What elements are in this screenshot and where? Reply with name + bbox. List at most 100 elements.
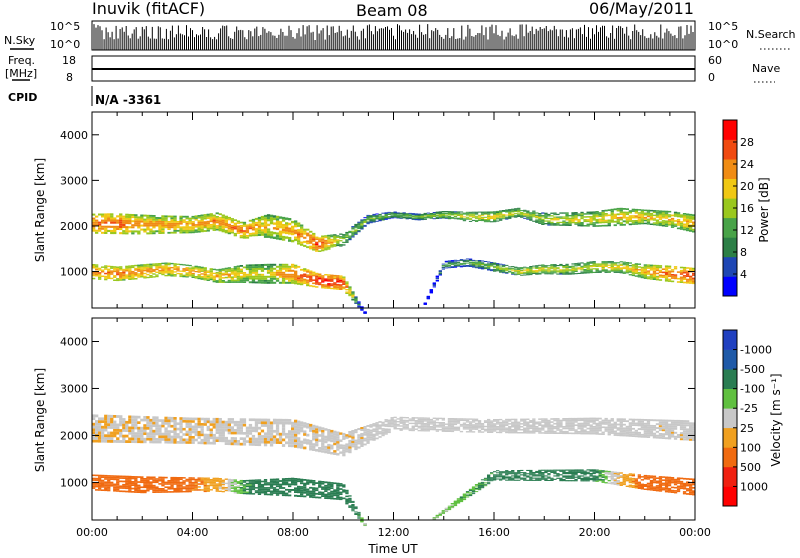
data-cell (192, 488, 195, 490)
data-cell (565, 268, 568, 269)
data-cell (258, 481, 261, 483)
data-cell (360, 222, 363, 223)
data-cell (345, 501, 348, 503)
data-cell (237, 227, 240, 229)
data-cell (198, 271, 201, 272)
data-cell (282, 264, 285, 266)
data-cell (216, 220, 219, 222)
data-cell (430, 422, 433, 423)
data-cell (369, 217, 372, 218)
data-cell (502, 265, 505, 266)
data-cell (231, 432, 234, 435)
data-cell (225, 488, 228, 489)
data-cell (134, 440, 137, 443)
data-cell (644, 275, 647, 277)
data-cell (137, 435, 140, 438)
data-cell (198, 418, 201, 421)
data-cell (424, 213, 427, 214)
data-cell (110, 478, 113, 480)
data-cell (632, 268, 635, 269)
data-cell (207, 480, 210, 481)
data-cell (668, 266, 671, 268)
data-cell (306, 494, 309, 496)
data-cell (158, 477, 161, 479)
data-cell (276, 441, 279, 444)
data-cell (261, 280, 264, 282)
data-cell (134, 485, 137, 487)
data-cell (418, 426, 421, 427)
data-cell (113, 277, 116, 279)
data-cell (98, 429, 101, 432)
data-cell (116, 228, 119, 230)
data-cell (222, 423, 225, 426)
data-cell (234, 440, 237, 443)
data-cell (330, 239, 333, 240)
data-cell (466, 217, 469, 218)
data-cell (593, 266, 596, 267)
data-cell (252, 227, 255, 229)
data-cell (249, 481, 252, 483)
data-cell (182, 221, 185, 223)
data-cell (240, 484, 243, 485)
data-cell (315, 247, 318, 249)
data-cell (285, 229, 288, 231)
data-cell (656, 279, 659, 281)
data-cell (140, 432, 143, 435)
data-cell (433, 428, 436, 429)
data-cell (348, 290, 351, 291)
data-cell (680, 221, 683, 223)
data-cell (611, 269, 614, 270)
data-cell (246, 432, 249, 435)
data-cell (297, 281, 300, 283)
data-cell (686, 215, 689, 217)
data-cell (128, 276, 131, 278)
data-cell (333, 493, 336, 495)
data-cell (204, 420, 207, 423)
data-cell (252, 223, 255, 225)
data-cell (258, 432, 261, 435)
data-cell (342, 281, 345, 282)
data-cell (650, 269, 653, 271)
data-cell (201, 483, 204, 485)
data-cell (514, 213, 517, 214)
data-cell (261, 234, 264, 236)
data-cell (149, 275, 152, 276)
data-cell (228, 429, 231, 432)
data-cell (565, 223, 568, 224)
data-cell (351, 226, 354, 227)
data-cell (339, 278, 342, 280)
data-cell (671, 226, 674, 228)
data-cell (415, 429, 418, 430)
data-cell (143, 485, 146, 487)
data-cell (378, 424, 381, 426)
data-cell (677, 216, 680, 218)
data-cell (237, 221, 240, 223)
data-cell (599, 220, 602, 222)
data-cell (683, 213, 686, 215)
data-cell (143, 270, 146, 271)
data-cell (285, 276, 288, 278)
data-cell (312, 273, 315, 275)
data-cell (327, 242, 330, 244)
data-cell (101, 485, 104, 487)
data-cell (228, 442, 231, 445)
data-cell (689, 226, 692, 228)
data-cell (532, 271, 535, 272)
data-cell (472, 264, 475, 265)
data-cell (101, 475, 104, 477)
data-cell (629, 274, 632, 275)
data-cell (288, 232, 291, 234)
data-cell (590, 222, 593, 224)
data-cell (517, 208, 520, 209)
data-cell (351, 432, 354, 434)
data-cell (240, 421, 243, 424)
data-cell (137, 491, 140, 493)
data-cell (216, 437, 219, 440)
data-cell (252, 443, 255, 446)
data-cell (330, 288, 333, 290)
data-cell (264, 264, 267, 266)
data-cell (593, 218, 596, 220)
data-cell (439, 273, 442, 274)
data-cell (294, 273, 297, 275)
data-cell (207, 214, 210, 216)
